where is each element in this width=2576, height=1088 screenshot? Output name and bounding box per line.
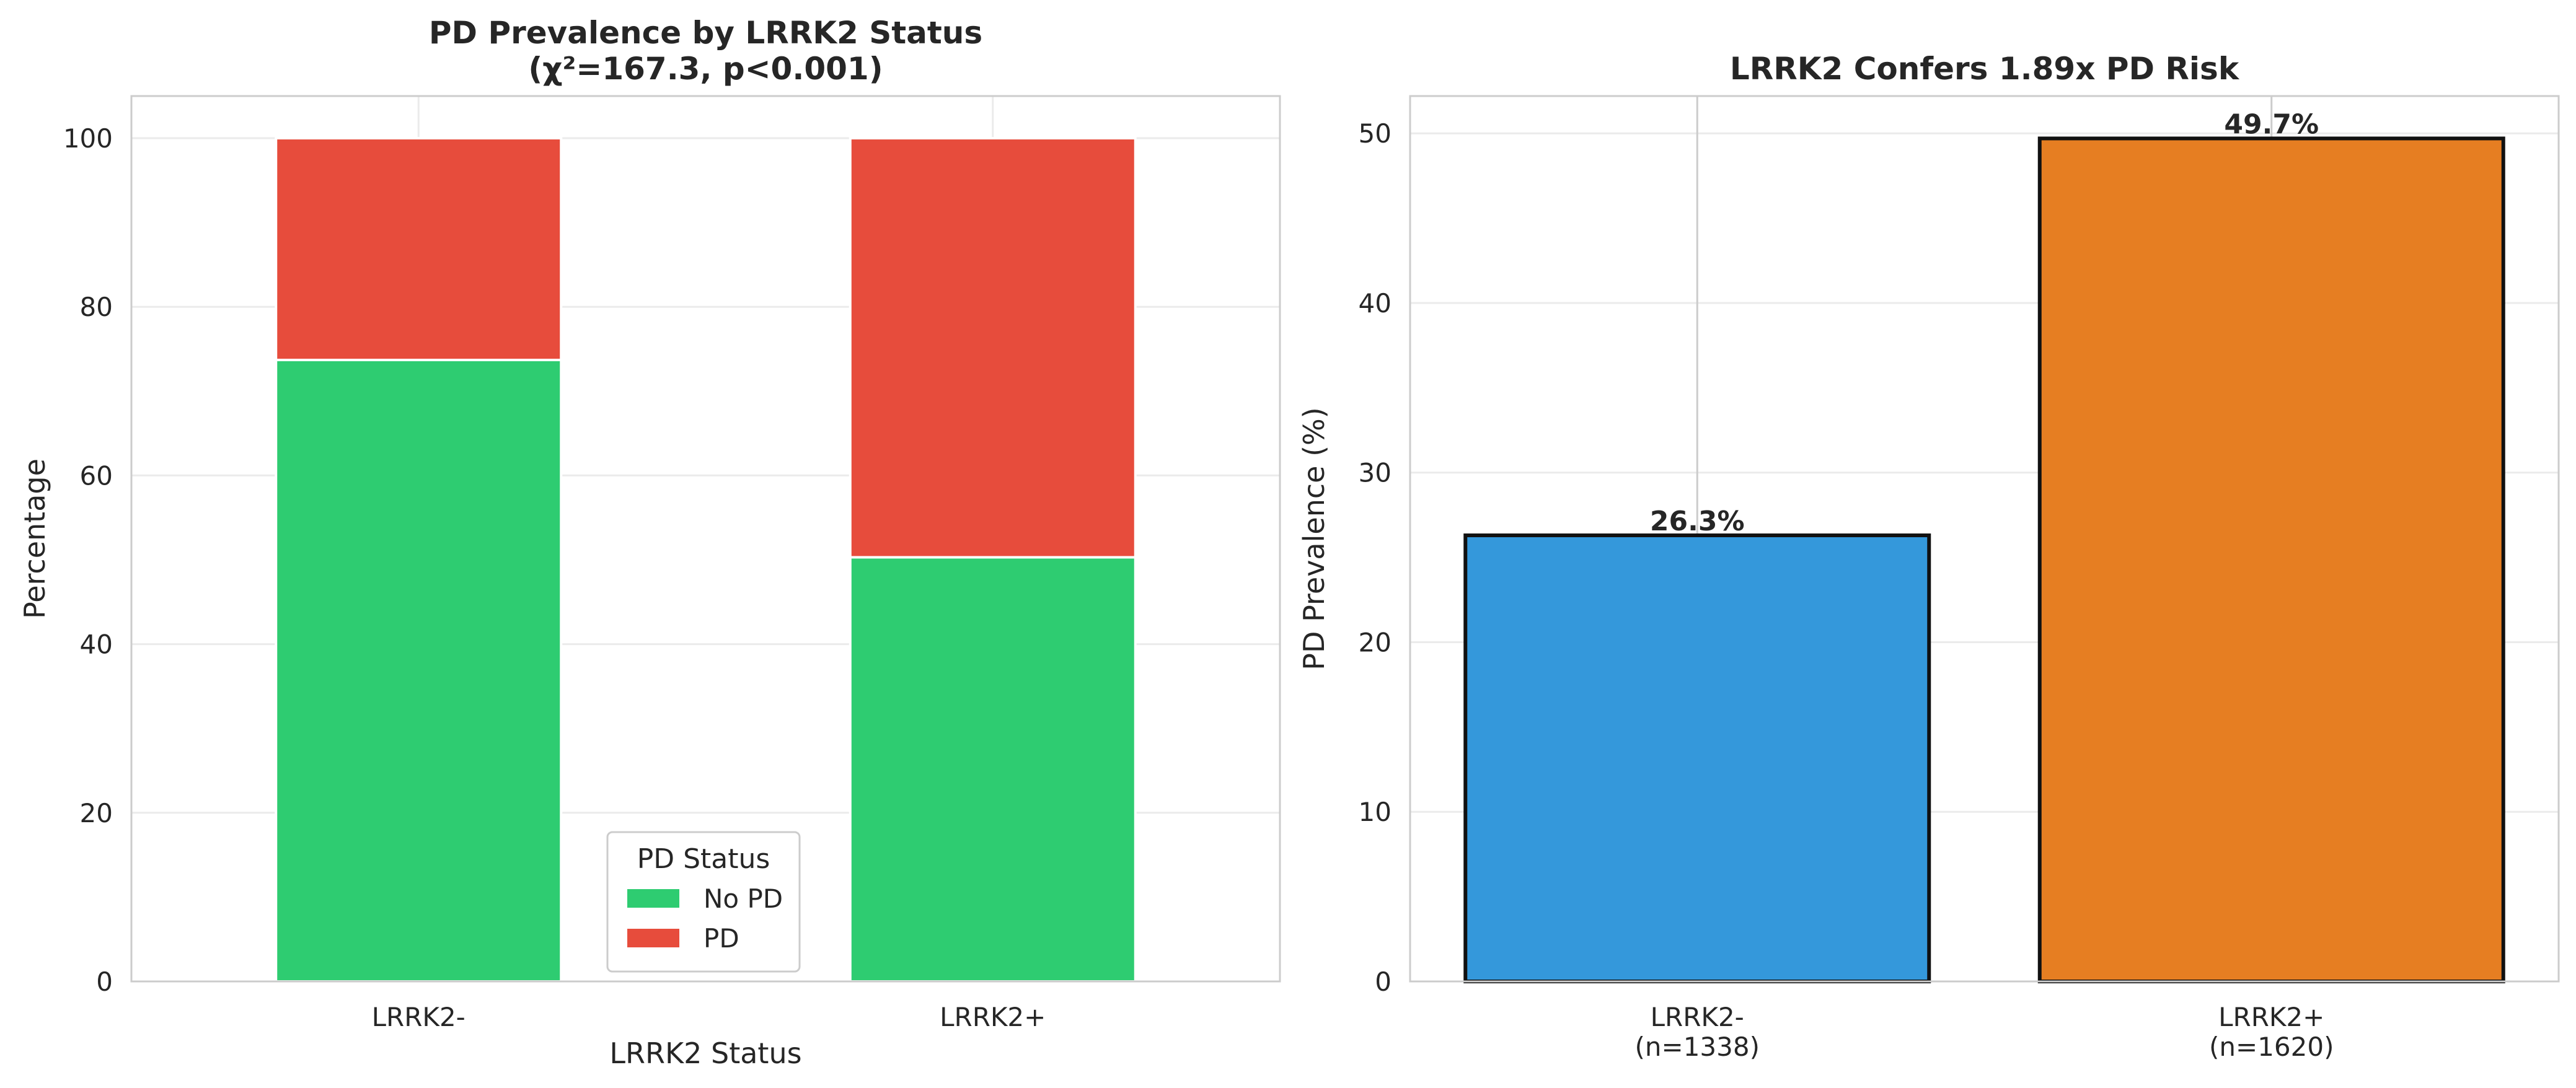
left-y-tick-label: 40 [80, 630, 113, 660]
legend-swatch-pd [627, 929, 679, 947]
right-y-tick-label: 10 [1359, 797, 1392, 827]
right-data-label: 49.7% [2224, 108, 2319, 140]
right-y-tick-label: 0 [1375, 967, 1392, 997]
left-plot-frame [130, 95, 1281, 983]
left-x-tick-label: LRRK2- [372, 1002, 465, 1032]
right-chart: 0 10 20 30 40 50 LRRK2-(n=1338) LRRK2+(n=1620)… [1297, 51, 2560, 1062]
right-y-tick-label: 50 [1359, 118, 1392, 149]
left-bar-pd-1 [849, 137, 1137, 559]
right-y-ticks: 0 10 20 30 40 50 [1359, 118, 1392, 997]
legend: PD Status No PD PD [606, 831, 801, 973]
left-y-tick-label: 0 [96, 967, 113, 997]
left-y-tick-label: 60 [80, 460, 113, 491]
left-y-tick-label: 20 [80, 798, 113, 828]
left-bar-no-pd-0 [275, 358, 563, 983]
legend-title: PD Status [637, 843, 770, 875]
legend-swatch-no-pd [627, 889, 679, 908]
left-chart-title-line1: PD Prevalence by LRRK2 Status [429, 15, 982, 51]
right-y-tick-label: 30 [1359, 458, 1392, 488]
left-y-ticks: 0 20 40 60 80 100 [63, 123, 113, 997]
right-x-ticks: LRRK2-(n=1338) LRRK2+(n=1620) [1635, 1002, 2334, 1062]
right-y-tick-label: 40 [1359, 288, 1392, 318]
left-chart-title-line2: (χ²=167.3, p<0.001) [528, 51, 883, 87]
right-bars [1463, 136, 2505, 983]
legend-label-no-pd: No PD [704, 884, 783, 914]
left-bars [275, 137, 1137, 983]
left-y-tick-label: 100 [63, 123, 113, 154]
left-y-axis-label: Percentage [18, 458, 51, 619]
left-y-tick-label: 80 [80, 292, 113, 322]
right-x-tick-label: (n=1338) [1635, 1032, 1760, 1062]
left-x-ticks: LRRK2- LRRK2+ [372, 1002, 1046, 1032]
left-chart: 0 20 40 60 80 100 LRRK2- LRRK2+ PD Prevalence … [18, 15, 1281, 1070]
left-x-tick-label: LRRK2+ [940, 1002, 1046, 1032]
left-x-axis-label: LRRK2 Status [609, 1037, 801, 1070]
right-data-label: 26.3% [1650, 506, 1745, 537]
left-bar-no-pd-1 [849, 556, 1137, 983]
right-chart-title: LRRK2 Confers 1.89x PD Risk [1730, 51, 2240, 87]
right-plot-frame [1409, 95, 2560, 983]
right-data-labels: 26.3% 49.7% [1650, 108, 2319, 537]
right-y-axis-label: PD Prevalence (%) [1297, 407, 1331, 670]
right-bar-0 [1463, 533, 1931, 983]
right-bar-1 [2037, 136, 2505, 983]
right-x-tick-label: LRRK2- [1651, 1002, 1744, 1032]
legend-label-pd: PD [704, 923, 739, 954]
right-x-tick-label: (n=1620) [2209, 1032, 2334, 1062]
left-bar-pd-0 [275, 137, 563, 361]
right-x-tick-label: LRRK2+ [2218, 1002, 2324, 1032]
right-y-tick-label: 20 [1359, 627, 1392, 657]
